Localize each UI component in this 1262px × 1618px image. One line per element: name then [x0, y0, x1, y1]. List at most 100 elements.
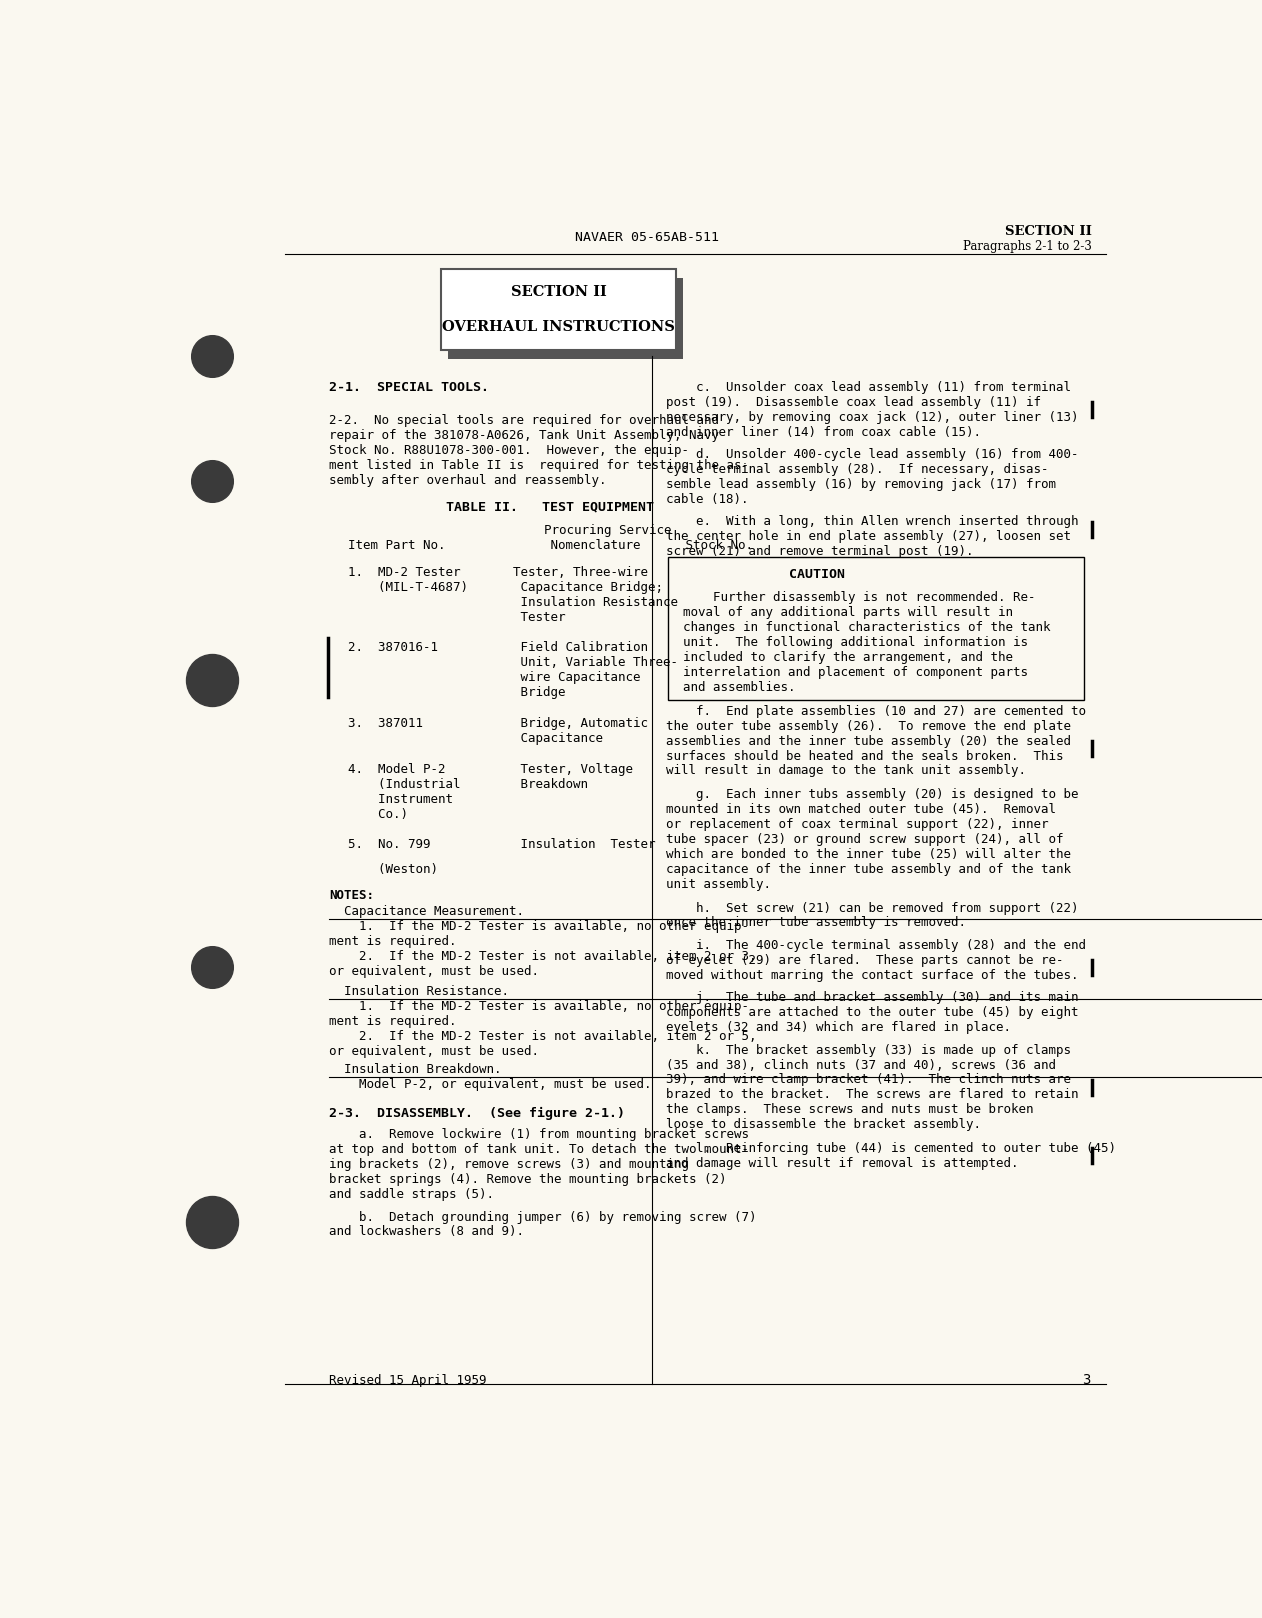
- Text: 2.  387016-1           Field Calibration: 2. 387016-1 Field Calibration: [348, 641, 649, 654]
- Text: the outer tube assembly (26).  To remove the end plate: the outer tube assembly (26). To remove …: [666, 720, 1071, 733]
- Text: l.  Reinforcing tube (44) is cemented to outer tube (45): l. Reinforcing tube (44) is cemented to …: [666, 1142, 1117, 1155]
- Text: unit assembly.: unit assembly.: [666, 879, 771, 892]
- Point: [202, 1209, 222, 1235]
- Text: Capacitance: Capacitance: [348, 731, 603, 746]
- Point: [202, 667, 222, 693]
- Text: Insulation Resistance.: Insulation Resistance.: [329, 985, 509, 998]
- Point: [202, 468, 222, 493]
- Text: 2.  If the MD-2 Tester is not available, item 2 or 5,: 2. If the MD-2 Tester is not available, …: [329, 1031, 756, 1044]
- Text: h.  Set screw (21) can be removed from support (22): h. Set screw (21) can be removed from su…: [666, 901, 1079, 914]
- Text: and damage will result if removal is attempted.: and damage will result if removal is att…: [666, 1157, 1018, 1170]
- Text: d.  Unsolder 400-cycle lead assembly (16) from 400-: d. Unsolder 400-cycle lead assembly (16)…: [666, 448, 1079, 461]
- Text: capacitance of the inner tube assembly and of the tank: capacitance of the inner tube assembly a…: [666, 862, 1071, 875]
- Text: Revised 15 April 1959: Revised 15 April 1959: [329, 1374, 486, 1387]
- Text: Bridge: Bridge: [348, 686, 565, 699]
- Text: and lockwashers (8 and 9).: and lockwashers (8 and 9).: [329, 1225, 524, 1238]
- Text: brazed to the bracket.  The screws are flared to retain: brazed to the bracket. The screws are fl…: [666, 1089, 1079, 1102]
- Text: SECTION II: SECTION II: [511, 285, 607, 299]
- Text: NAVAER 05-65AB-511: NAVAER 05-65AB-511: [574, 231, 719, 244]
- Text: eyelets (32 and 34) which are flared in place.: eyelets (32 and 34) which are flared in …: [666, 1021, 1011, 1034]
- Text: 4.  Model P-2          Tester, Voltage: 4. Model P-2 Tester, Voltage: [348, 764, 634, 777]
- Point: [202, 343, 222, 369]
- Text: the clamps.  These screws and nuts must be broken: the clamps. These screws and nuts must b…: [666, 1103, 1034, 1116]
- Text: sembly after overhaul and reassembly.: sembly after overhaul and reassembly.: [329, 474, 607, 487]
- Text: moval of any additional parts will result in: moval of any additional parts will resul…: [683, 607, 1013, 620]
- Text: Further disassembly is not recommended. Re-: Further disassembly is not recommended. …: [683, 591, 1035, 604]
- Text: bracket springs (4). Remove the mounting brackets (2): bracket springs (4). Remove the mounting…: [329, 1173, 727, 1186]
- Text: k.  The bracket assembly (33) is made up of clamps: k. The bracket assembly (33) is made up …: [666, 1044, 1071, 1057]
- Text: 3.  387011             Bridge, Automatic: 3. 387011 Bridge, Automatic: [348, 717, 649, 730]
- Text: NOTES:: NOTES:: [329, 888, 374, 903]
- Text: Model P-2, or equivalent, must be used.: Model P-2, or equivalent, must be used.: [329, 1079, 651, 1092]
- Text: will result in damage to the tank unit assembly.: will result in damage to the tank unit a…: [666, 764, 1026, 778]
- Text: once the inner tube assembly is removed.: once the inner tube assembly is removed.: [666, 916, 967, 929]
- Text: interrelation and placement of component parts: interrelation and placement of component…: [683, 667, 1029, 680]
- Text: or equivalent, must be used.: or equivalent, must be used.: [329, 964, 539, 977]
- Text: i.  The 400-cycle terminal assembly (28) and the end: i. The 400-cycle terminal assembly (28) …: [666, 938, 1087, 951]
- FancyBboxPatch shape: [448, 278, 683, 359]
- Text: changes in functional characteristics of the tank: changes in functional characteristics of…: [683, 621, 1050, 634]
- Text: CAUTION: CAUTION: [789, 568, 844, 581]
- Text: 5.  No. 799            Insulation  Tester: 5. No. 799 Insulation Tester: [348, 838, 656, 851]
- Text: Stock No. R88U1078-300-001.  However, the equip-: Stock No. R88U1078-300-001. However, the…: [329, 445, 689, 458]
- Text: c.  Unsolder coax lead assembly (11) from terminal: c. Unsolder coax lead assembly (11) from…: [666, 380, 1071, 393]
- Text: and inner liner (14) from coax cable (15).: and inner liner (14) from coax cable (15…: [666, 426, 982, 438]
- Text: 1.  MD-2 Tester       Tester, Three-wire: 1. MD-2 Tester Tester, Three-wire: [348, 566, 649, 579]
- Text: 2-3.  DISASSEMBLY.  (See figure 2-1.): 2-3. DISASSEMBLY. (See figure 2-1.): [329, 1107, 625, 1120]
- Text: Capacitance Measurement.: Capacitance Measurement.: [329, 906, 524, 919]
- Text: Procuring Service: Procuring Service: [544, 524, 671, 537]
- Text: 1.  If the MD-2 Tester is available, no other equip-: 1. If the MD-2 Tester is available, no o…: [329, 1000, 748, 1013]
- Text: ment is required.: ment is required.: [329, 1014, 457, 1027]
- Text: ing brackets (2), remove screws (3) and mounting: ing brackets (2), remove screws (3) and …: [329, 1158, 689, 1171]
- Text: (Weston): (Weston): [348, 862, 438, 875]
- Text: loose to disassemble the bracket assembly.: loose to disassemble the bracket assembl…: [666, 1118, 982, 1131]
- Text: b.  Detach grounding jumper (6) by removing screw (7): b. Detach grounding jumper (6) by removi…: [329, 1210, 756, 1223]
- Text: g.  Each inner tubs assembly (20) is designed to be: g. Each inner tubs assembly (20) is desi…: [666, 788, 1079, 801]
- Text: and assemblies.: and assemblies.: [683, 681, 795, 694]
- Text: 2.  If the MD-2 Tester is not available, item 2 or 3,: 2. If the MD-2 Tester is not available, …: [329, 950, 756, 963]
- Text: surfaces should be heated and the seals broken.  This: surfaces should be heated and the seals …: [666, 749, 1064, 762]
- Text: j.  The tube and bracket assembly (30) and its main: j. The tube and bracket assembly (30) an…: [666, 992, 1079, 1005]
- Text: components are attached to the outer tube (45) by eight: components are attached to the outer tub…: [666, 1006, 1079, 1019]
- Text: post (19).  Disassemble coax lead assembly (11) if: post (19). Disassemble coax lead assembl…: [666, 396, 1041, 409]
- Text: semble lead assembly (16) by removing jack (17) from: semble lead assembly (16) by removing ja…: [666, 477, 1056, 490]
- Text: or equivalent, must be used.: or equivalent, must be used.: [329, 1045, 539, 1058]
- Text: 3: 3: [1082, 1374, 1090, 1387]
- Text: cable (18).: cable (18).: [666, 493, 748, 506]
- Text: at top and bottom of tank unit. To detach the two mount-: at top and bottom of tank unit. To detac…: [329, 1144, 748, 1157]
- Text: which are bonded to the inner tube (25) will alter the: which are bonded to the inner tube (25) …: [666, 848, 1071, 861]
- Text: Insulation Resistance: Insulation Resistance: [348, 597, 679, 610]
- Text: (35 and 38), clinch nuts (37 and 40), screws (36 and: (35 and 38), clinch nuts (37 and 40), sc…: [666, 1058, 1056, 1071]
- Text: the center hole in end plate assembly (27), loosen set: the center hole in end plate assembly (2…: [666, 531, 1071, 544]
- Text: Unit, Variable Three-: Unit, Variable Three-: [348, 657, 679, 670]
- Text: Co.): Co.): [348, 807, 409, 820]
- Text: moved without marring the contact surface of the tubes.: moved without marring the contact surfac…: [666, 969, 1079, 982]
- Text: Insulation Breakdown.: Insulation Breakdown.: [329, 1063, 501, 1076]
- Text: assemblies and the inner tube assembly (20) the sealed: assemblies and the inner tube assembly (…: [666, 735, 1071, 748]
- Text: 1.  If the MD-2 Tester is available, no other equip-: 1. If the MD-2 Tester is available, no o…: [329, 921, 748, 934]
- Text: Tester: Tester: [348, 612, 565, 625]
- Text: e.  With a long, thin Allen wrench inserted through: e. With a long, thin Allen wrench insert…: [666, 515, 1079, 529]
- Text: tube spacer (23) or ground screw support (24), all of: tube spacer (23) or ground screw support…: [666, 833, 1064, 846]
- Text: ment listed in Table II is  required for testing the as-: ment listed in Table II is required for …: [329, 460, 748, 472]
- Text: OVERHAUL INSTRUCTIONS: OVERHAUL INSTRUCTIONS: [442, 320, 675, 335]
- Text: 39), and wire clamp bracket (41).  The clinch nuts are: 39), and wire clamp bracket (41). The cl…: [666, 1073, 1071, 1086]
- Text: repair of the 381078-A0626, Tank Unit Assembly, Navy: repair of the 381078-A0626, Tank Unit As…: [329, 429, 719, 442]
- Text: (Industrial        Breakdown: (Industrial Breakdown: [348, 778, 588, 791]
- Text: included to clarify the arrangement, and the: included to clarify the arrangement, and…: [683, 650, 1013, 663]
- Text: unit.  The following additional information is: unit. The following additional informati…: [683, 636, 1029, 649]
- Text: mounted in its own matched outer tube (45).  Removal: mounted in its own matched outer tube (4…: [666, 803, 1056, 815]
- Text: f.  End plate assemblies (10 and 27) are cemented to: f. End plate assemblies (10 and 27) are …: [666, 705, 1087, 718]
- Text: Paragraphs 2-1 to 2-3: Paragraphs 2-1 to 2-3: [963, 239, 1092, 252]
- Text: screw (21) and remove terminal post (19).: screw (21) and remove terminal post (19)…: [666, 545, 974, 558]
- Text: ment is required.: ment is required.: [329, 935, 457, 948]
- Text: wire Capacitance: wire Capacitance: [348, 671, 641, 684]
- Text: necessary, by removing coax jack (12), outer liner (13): necessary, by removing coax jack (12), o…: [666, 411, 1079, 424]
- Text: cycle terminal assembly (28).  If necessary, disas-: cycle terminal assembly (28). If necessa…: [666, 463, 1049, 476]
- Text: (MIL-T-4687)       Capacitance Bridge;: (MIL-T-4687) Capacitance Bridge;: [348, 581, 664, 594]
- FancyBboxPatch shape: [442, 269, 676, 349]
- Text: and saddle straps (5).: and saddle straps (5).: [329, 1188, 493, 1201]
- Text: a.  Remove lockwire (1) from mounting bracket screws: a. Remove lockwire (1) from mounting bra…: [329, 1128, 748, 1141]
- Point: [202, 953, 222, 979]
- Text: TABLE II.   TEST EQUIPMENT: TABLE II. TEST EQUIPMENT: [447, 500, 654, 513]
